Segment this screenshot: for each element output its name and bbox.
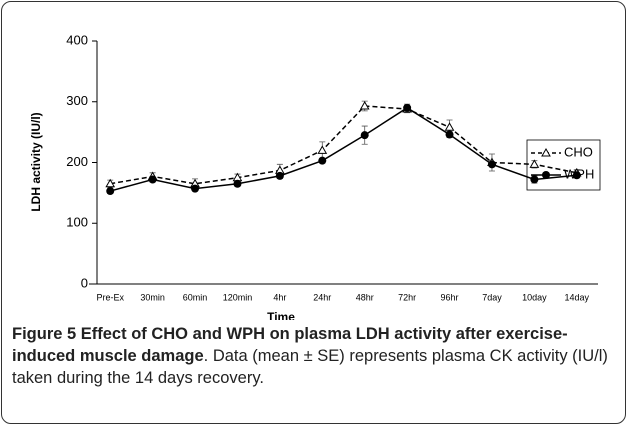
caption: Figure 5 Effect of CHO and WPH on plasma… [12,323,612,389]
point [541,147,551,157]
x-axis-label: Time [267,310,295,320]
x-tick-label: 7day [482,292,502,302]
y-axis-label: LDH activity (IU/l) [29,112,43,211]
x-tick-label: 24hr [313,292,331,302]
x-tick-label: 120min [223,292,253,302]
point [487,160,496,169]
point [542,171,550,179]
point [233,179,242,188]
point [360,131,369,140]
point [148,175,157,184]
series-line [110,105,577,185]
x-tick-label: 48hr [356,292,374,302]
x-tick-label: 30min [140,292,165,302]
point [359,100,370,110]
x-tick-label: Pre-Ex [96,292,124,302]
caption-title: Figure 5 Effect of CHO and WPH on plasma… [12,325,568,365]
x-tick-label: 96hr [441,292,459,302]
x-tick-label: 4hr [273,292,286,302]
legend-label: CHO [564,144,593,159]
x-tick-label: 60min [183,292,208,302]
y-tick-label: 0 [81,275,88,290]
point [444,122,455,131]
point [106,187,115,196]
y-tick-label: 100 [66,215,88,230]
y-tick-label: 300 [66,93,88,108]
caption-text: . Data (mean ± SE) represents plasma CK … [12,347,608,387]
point [105,178,116,188]
legend-box [526,139,601,191]
y-tick-label: 200 [66,154,88,169]
point [572,171,581,180]
point [530,175,539,184]
chart: Time LDH activity (IU/l) 0 100 200 300 400 Pr… [29,32,601,320]
x-tick-label: 10day [522,292,547,302]
y-tick-label: 400 [66,32,88,47]
x-tick-label: 72hr [398,292,416,302]
series-line [110,106,577,192]
point [317,145,328,154]
x-tick-label: 14day [565,292,590,302]
point [191,184,200,193]
point [529,159,540,168]
point [318,156,327,165]
point [275,171,284,180]
point [403,103,412,112]
point [445,130,454,139]
legend-label: WPH [564,166,594,181]
